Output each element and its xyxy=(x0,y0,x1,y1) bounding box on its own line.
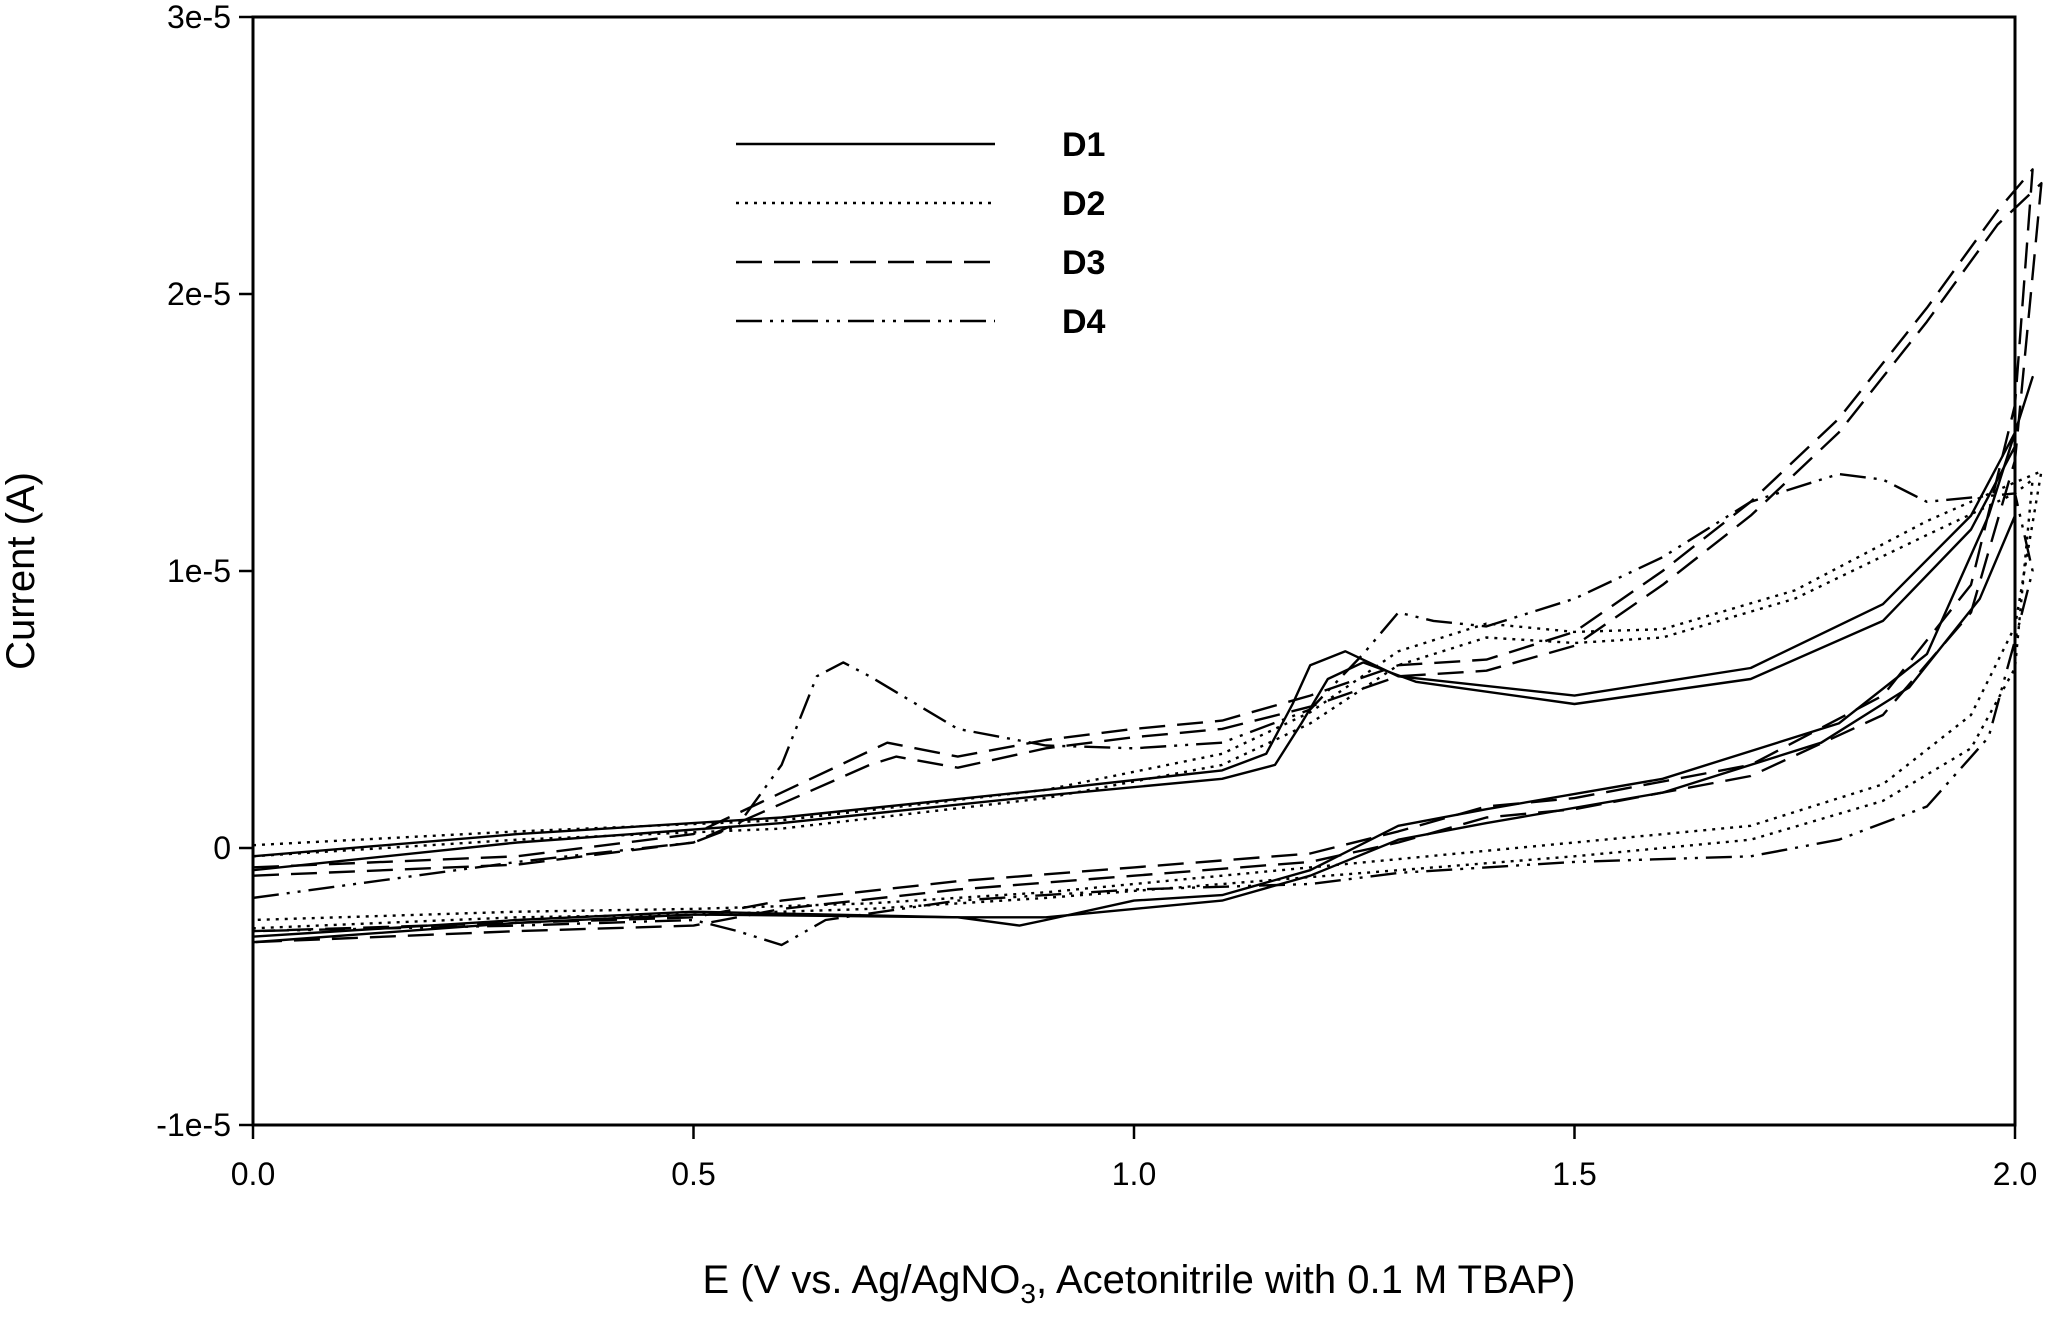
y-tick-label: 2e-5 xyxy=(167,276,231,312)
y-tick-label: 3e-5 xyxy=(167,0,231,35)
legend-label-d1: D1 xyxy=(1062,126,1105,164)
x-tick-label: 1.0 xyxy=(1112,1156,1156,1192)
legend-label-d4: D4 xyxy=(1062,303,1106,341)
series-d3-cycle-2 xyxy=(251,182,2043,944)
plot-curves xyxy=(251,168,2043,947)
x-axis-title-subscript: 3 xyxy=(1020,1278,1036,1309)
legend: D1 D2 D3 D4 xyxy=(736,126,1106,341)
legend-label-d2: D2 xyxy=(1062,185,1105,223)
legend-label-d3: D3 xyxy=(1062,244,1105,282)
x-axis: 0.0 0.5 1.0 1.5 2.0 xyxy=(231,1125,2037,1192)
y-tick-label: 1e-5 xyxy=(167,553,231,589)
y-axis-title: Current (A) xyxy=(0,472,43,670)
x-axis-title-main: E (V vs. Ag/AgNO xyxy=(703,1258,1021,1302)
plot-area-frame xyxy=(251,15,2017,1127)
x-tick-label: 2.0 xyxy=(1993,1156,2037,1192)
x-tick-label: 1.5 xyxy=(1552,1156,1596,1192)
y-axis: -1e-5 0 1e-5 2e-5 3e-5 xyxy=(156,0,253,1143)
series-d1-cycle-1 xyxy=(251,375,2034,938)
x-axis-title: E (V vs. Ag/AgNO3, Acetonitrile with 0.1… xyxy=(703,1258,1576,1309)
y-tick-label: -1e-5 xyxy=(156,1107,231,1143)
x-tick-label: 0.5 xyxy=(671,1156,715,1192)
y-tick-label: 0 xyxy=(213,830,231,866)
series-d3-cycle-1 xyxy=(251,168,2034,933)
x-axis-title-suffix: , Acetonitrile with 0.1 M TBAP) xyxy=(1036,1258,1575,1302)
series-d4-cycle-1 xyxy=(251,472,2034,947)
x-tick-label: 0.0 xyxy=(231,1156,275,1192)
